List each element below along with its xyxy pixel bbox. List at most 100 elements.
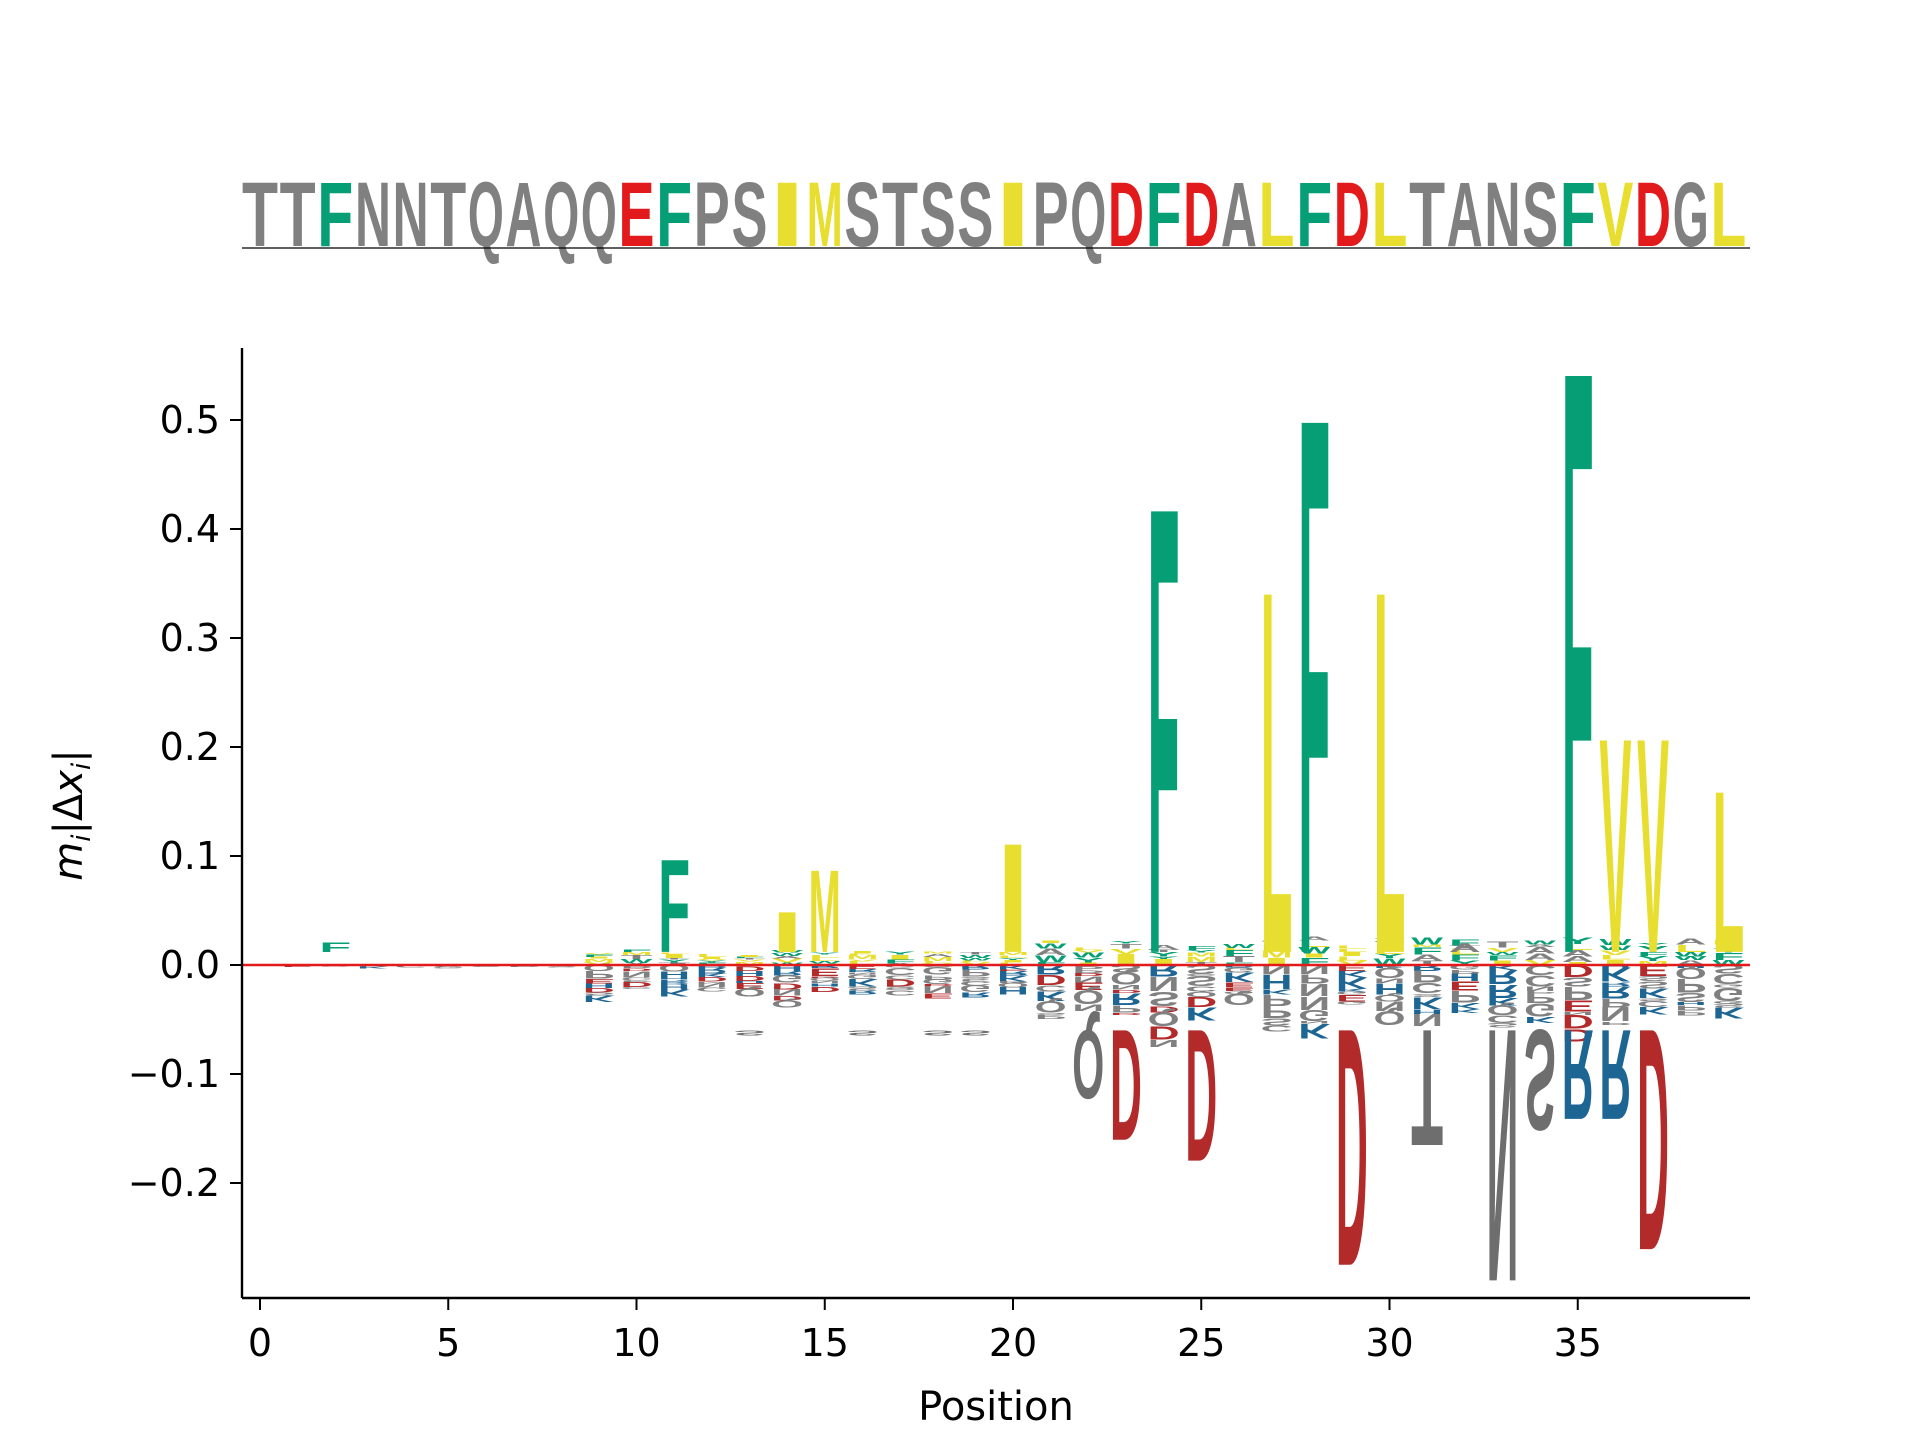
logo-small-letter: Q [1675,965,1707,982]
logo-small-letter-glyph: N [696,982,728,989]
logo-small-letter: S [1637,979,1669,990]
logo-small-letter: N [1298,980,1330,1000]
logo-small-letter: K [696,972,728,978]
sequence-letter: T [242,164,278,266]
sequence-letter: N [1484,164,1520,266]
logo-small-letter-glyph: I [1110,952,1142,962]
logo-small-letter-glyph: Q [1373,1007,1405,1029]
logo-letter-negative-glyph: R [1562,1002,1594,1145]
logo-small-letter: D [1562,1011,1594,1033]
logo-small-letter: W [1524,940,1556,946]
logo-small-letter: A [1524,944,1556,948]
y-axis-label: mi|Δxi| [46,749,97,880]
logo-small-letter: D [771,981,803,990]
logo-small-letter-glyph: Y [997,957,1029,960]
logo-small-letter-glyph: Y [1637,955,1669,963]
logo-small-letter: I [846,950,878,954]
logo-small-letter-glyph: F [583,954,615,958]
logo-small-letter: A [1261,936,1293,944]
logo-small-letter: P [1298,972,1330,987]
logo-small-letter-glyph: N [1148,973,1180,996]
logo-small-letter-glyph: C [395,965,427,968]
logo-small-letter: A [1298,936,1330,942]
logo-small-letter-glyph: W [1486,951,1518,956]
logo-small-letter: K [1599,963,1631,986]
logo-small-letter: K [1185,1004,1217,1024]
logo-small-letter: R [846,968,878,974]
logo-small-letter: P [1524,990,1556,994]
logo-small-letter-glyph: Q [1373,993,1405,1004]
logo-small-letter: H [658,969,690,978]
x-tick-label: 0 [248,1321,272,1365]
logo-small-letter: G [922,977,954,985]
logo-small-letter: K [1486,963,1518,971]
logo-small-letter-glyph: C [1185,985,1217,993]
logo-small-letter: N [846,972,878,975]
logo-letter-negative: R [1562,1002,1594,1145]
logo-small-letter-glyph: H [733,980,765,983]
logo-small-letter: G [846,973,878,980]
logo-small-letter: K [1336,988,1368,993]
logo-small-letter-glyph: L [1675,943,1707,954]
logo-small-letter: N [809,980,841,984]
sequence-letter: L [1710,164,1746,266]
logo-small-letter-glyph: Q [1035,998,1067,1015]
logo-small-letter-glyph: G [1336,1001,1368,1006]
logo-small-letter: E [1072,980,1104,993]
logo-small-letter-glyph: P [997,981,1029,984]
logo-small-letter: M [997,951,1029,956]
logo-small-letter: V [1524,959,1556,967]
logo-small-letter: T [1223,954,1255,964]
logo-small-letter: N [922,984,954,995]
logo-small-letter: F [1223,949,1255,958]
logo-small-letter: K [1637,985,1669,1001]
logo-small-letter: I [583,957,615,959]
logo-small-letter: Y [997,957,1029,960]
logo-small-letter: S [1675,990,1707,1004]
logo-letter-negative-glyph: S [959,1029,991,1037]
logo-small-letter-glyph: I [1562,961,1594,966]
logo-small-letter-glyph: Q [1373,965,1405,981]
logo-small-letter: N [1411,1010,1443,1030]
logo-small-letter-glyph: F [733,956,765,958]
logo-small-letter: N [1298,993,1330,1013]
y-tick-label: 0.2 [160,725,220,769]
logo-small-letter-glyph: N [1373,977,1405,984]
logo-small-letter-glyph: M [997,951,1029,956]
logo-small-letter-glyph: I [997,959,1029,963]
logo-small-letter-glyph: Y [884,950,916,955]
logo-small-letter-glyph: N [1148,1038,1180,1049]
logo-small-letter: Q [1185,990,1217,998]
logo-small-letter: F [620,948,652,952]
logo-small-letter-glyph: E [922,992,954,1000]
logo-small-letter-glyph: P [1110,1003,1142,1014]
logo-small-letter-glyph: D [922,983,954,986]
logo-small-letter: D [1035,972,1067,988]
logo-small-letter-glyph: D [620,980,652,988]
logo-small-letter-glyph: L [1336,955,1368,962]
logo-small-letter: P [1675,1009,1707,1016]
logo-small-letter: P [1261,1002,1293,1022]
logo-small-letter: W [1411,935,1443,947]
logo-small-letter: K [1261,988,1293,996]
logo-small-letter: P [922,974,954,980]
logo-small-letter: T [733,958,765,960]
logo-small-letter: Y [884,950,916,955]
logo-small-letter: Y [1373,937,1405,942]
logo-small-letter: S [959,976,991,981]
logo-small-letter: K [1637,1004,1669,1016]
logo-small-letter-glyph: H [1675,1001,1707,1006]
logo-small-letter-glyph: H [1675,964,1707,969]
logo-small-letter: L [1223,947,1255,951]
logo-small-letter-glyph: T [1185,961,1217,966]
logo-small-letter: Q [1110,969,1142,988]
logo-small-letter-glyph: H [1411,1009,1443,1015]
sequence-letter: D [1183,164,1219,266]
logo-small-letter-glyph: F [1486,954,1518,962]
logo-small-letter-glyph: L [997,954,1029,959]
logo-letter-positive: F [319,940,351,955]
logo-small-letter-glyph: K [846,976,878,988]
logo-small-letter-glyph: S [1637,979,1669,990]
logo-letter-positive: M [809,846,841,978]
logo-small-letter: F [1486,954,1518,962]
